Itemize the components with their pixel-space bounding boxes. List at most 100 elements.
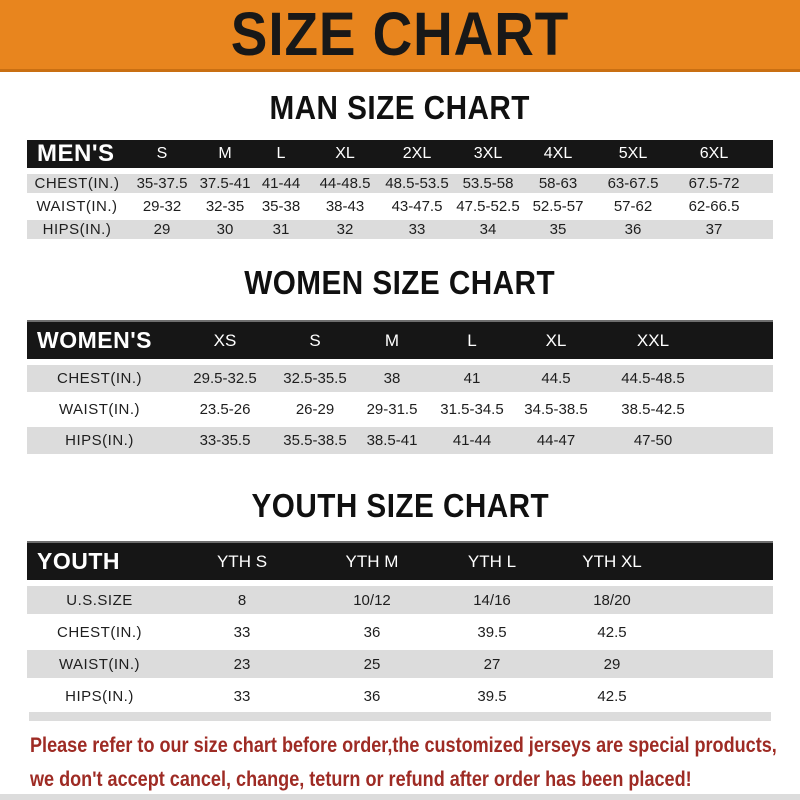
footer-note: Please refer to our size chart before or… <box>0 730 800 798</box>
size-value-cell: 34.5-38.5 <box>512 394 600 425</box>
size-column-header: YTH L <box>432 541 552 584</box>
measurement-label: CHEST(IN.) <box>27 363 172 394</box>
size-value-cell: 57-62 <box>593 195 673 218</box>
size-value-cell: 33-35.5 <box>172 425 278 456</box>
table-row: CHEST(IN.) 35-37.5 37.5-41 41-44 44-48.5 48.5… <box>27 172 773 195</box>
size-column-header: XXL <box>600 320 706 363</box>
size-value-cell: 35 <box>523 218 593 241</box>
measurement-label: U.S.SIZE <box>27 584 172 616</box>
size-value-cell: 25 <box>312 648 432 680</box>
size-value-cell: 37.5-41 <box>197 172 253 195</box>
size-value-cell: 36 <box>312 680 432 712</box>
size-value-cell: 29 <box>127 218 197 241</box>
size-value-cell: 35-38 <box>253 195 309 218</box>
size-value-cell: 38-43 <box>309 195 381 218</box>
table-header-row: WOMEN'S XS S M L XL XXL <box>27 320 773 363</box>
women-section-heading: WOMEN SIZE CHART <box>0 266 800 299</box>
measurement-label: CHEST(IN.) <box>27 172 127 195</box>
banner: SIZE CHART <box>0 0 800 72</box>
table-row: HIPS(IN.) 33 36 39.5 42.5 <box>27 680 773 712</box>
size-value-cell: 44.5 <box>512 363 600 394</box>
size-column-header: S <box>278 320 352 363</box>
header-spacer-cell <box>672 541 773 584</box>
size-column-header: YTH XL <box>552 541 672 584</box>
table-row: WAIST(IN.) 23 25 27 29 <box>27 648 773 680</box>
size-value-cell: 31.5-34.5 <box>432 394 512 425</box>
table-header-row: YOUTH YTH S YTH M YTH L YTH XL <box>27 541 773 584</box>
row-spacer-cell <box>672 584 773 616</box>
footer-line-1-text: Please refer to our size chart before or… <box>30 734 777 757</box>
size-value-cell: 29-32 <box>127 195 197 218</box>
banner-title: SIZE CHART <box>230 0 570 68</box>
row-spacer-cell <box>706 394 773 425</box>
size-value-cell: 29-31.5 <box>352 394 432 425</box>
size-column-header: XL <box>512 320 600 363</box>
youth-section-heading-text: YOUTH SIZE CHART <box>251 487 549 524</box>
size-value-cell: 38.5-41 <box>352 425 432 456</box>
footer-line-2-text: we don't accept cancel, change, teturn o… <box>30 768 692 791</box>
size-value-cell: 42.5 <box>552 680 672 712</box>
size-column-header: XS <box>172 320 278 363</box>
size-column-header: M <box>352 320 432 363</box>
size-value-cell: 29 <box>552 648 672 680</box>
size-value-cell: 27 <box>432 648 552 680</box>
row-spacer-cell <box>755 172 773 195</box>
size-value-cell: 36 <box>593 218 673 241</box>
size-value-cell: 18/20 <box>552 584 672 616</box>
size-column-header: M <box>197 140 253 172</box>
size-column-header: 5XL <box>593 140 673 172</box>
size-value-cell: 42.5 <box>552 616 672 648</box>
table-group-label: MEN'S <box>27 140 127 172</box>
table-row: WAIST(IN.) 23.5-26 26-29 29-31.5 31.5-34.5 34… <box>27 394 773 425</box>
measurement-label: WAIST(IN.) <box>27 648 172 680</box>
size-value-cell: 39.5 <box>432 680 552 712</box>
size-value-cell: 44-47 <box>512 425 600 456</box>
size-value-cell: 52.5-57 <box>523 195 593 218</box>
size-value-cell: 67.5-72 <box>673 172 755 195</box>
size-value-cell: 33 <box>172 680 312 712</box>
size-value-cell: 26-29 <box>278 394 352 425</box>
row-spacer-cell <box>755 195 773 218</box>
size-value-cell: 48.5-53.5 <box>381 172 453 195</box>
measurement-label: HIPS(IN.) <box>27 680 172 712</box>
men-section-heading: MAN SIZE CHART <box>0 91 800 124</box>
size-value-cell: 47-50 <box>600 425 706 456</box>
size-value-cell: 8 <box>172 584 312 616</box>
table-group-label: YOUTH <box>27 541 172 584</box>
measurement-label: CHEST(IN.) <box>27 616 172 648</box>
size-column-header: 3XL <box>453 140 523 172</box>
size-value-cell: 47.5-52.5 <box>453 195 523 218</box>
size-value-cell: 31 <box>253 218 309 241</box>
row-spacer-cell <box>672 616 773 648</box>
size-value-cell: 35.5-38.5 <box>278 425 352 456</box>
size-value-cell: 35-37.5 <box>127 172 197 195</box>
measurement-label: WAIST(IN.) <box>27 195 127 218</box>
table-row: CHEST(IN.) 33 36 39.5 42.5 <box>27 616 773 648</box>
size-column-header: 6XL <box>673 140 755 172</box>
header-spacer-cell <box>706 320 773 363</box>
bottom-strip <box>0 794 800 800</box>
size-value-cell: 38 <box>352 363 432 394</box>
size-column-header: L <box>432 320 512 363</box>
size-value-cell: 14/16 <box>432 584 552 616</box>
measurement-label: WAIST(IN.) <box>27 394 172 425</box>
table-row: HIPS(IN.) 33-35.5 35.5-38.5 38.5-41 41-44 44-… <box>27 425 773 456</box>
size-value-cell: 62-66.5 <box>673 195 755 218</box>
size-value-cell: 53.5-58 <box>453 172 523 195</box>
size-value-cell: 30 <box>197 218 253 241</box>
size-column-header: YTH M <box>312 541 432 584</box>
size-value-cell: 43-47.5 <box>381 195 453 218</box>
size-value-cell: 23.5-26 <box>172 394 278 425</box>
row-spacer-cell <box>706 425 773 456</box>
size-value-cell: 41-44 <box>432 425 512 456</box>
size-column-header: S <box>127 140 197 172</box>
footer-line-2: we don't accept cancel, change, teturn o… <box>30 764 800 798</box>
size-value-cell: 44.5-48.5 <box>600 363 706 394</box>
row-spacer-cell <box>672 680 773 712</box>
row-spacer-cell <box>755 218 773 241</box>
size-value-cell: 32-35 <box>197 195 253 218</box>
size-value-cell: 32 <box>309 218 381 241</box>
size-value-cell: 33 <box>381 218 453 241</box>
table-row: HIPS(IN.) 29 30 31 32 33 34 35 36 37 <box>27 218 773 241</box>
women-section-heading-text: WOMEN SIZE CHART <box>244 264 556 301</box>
